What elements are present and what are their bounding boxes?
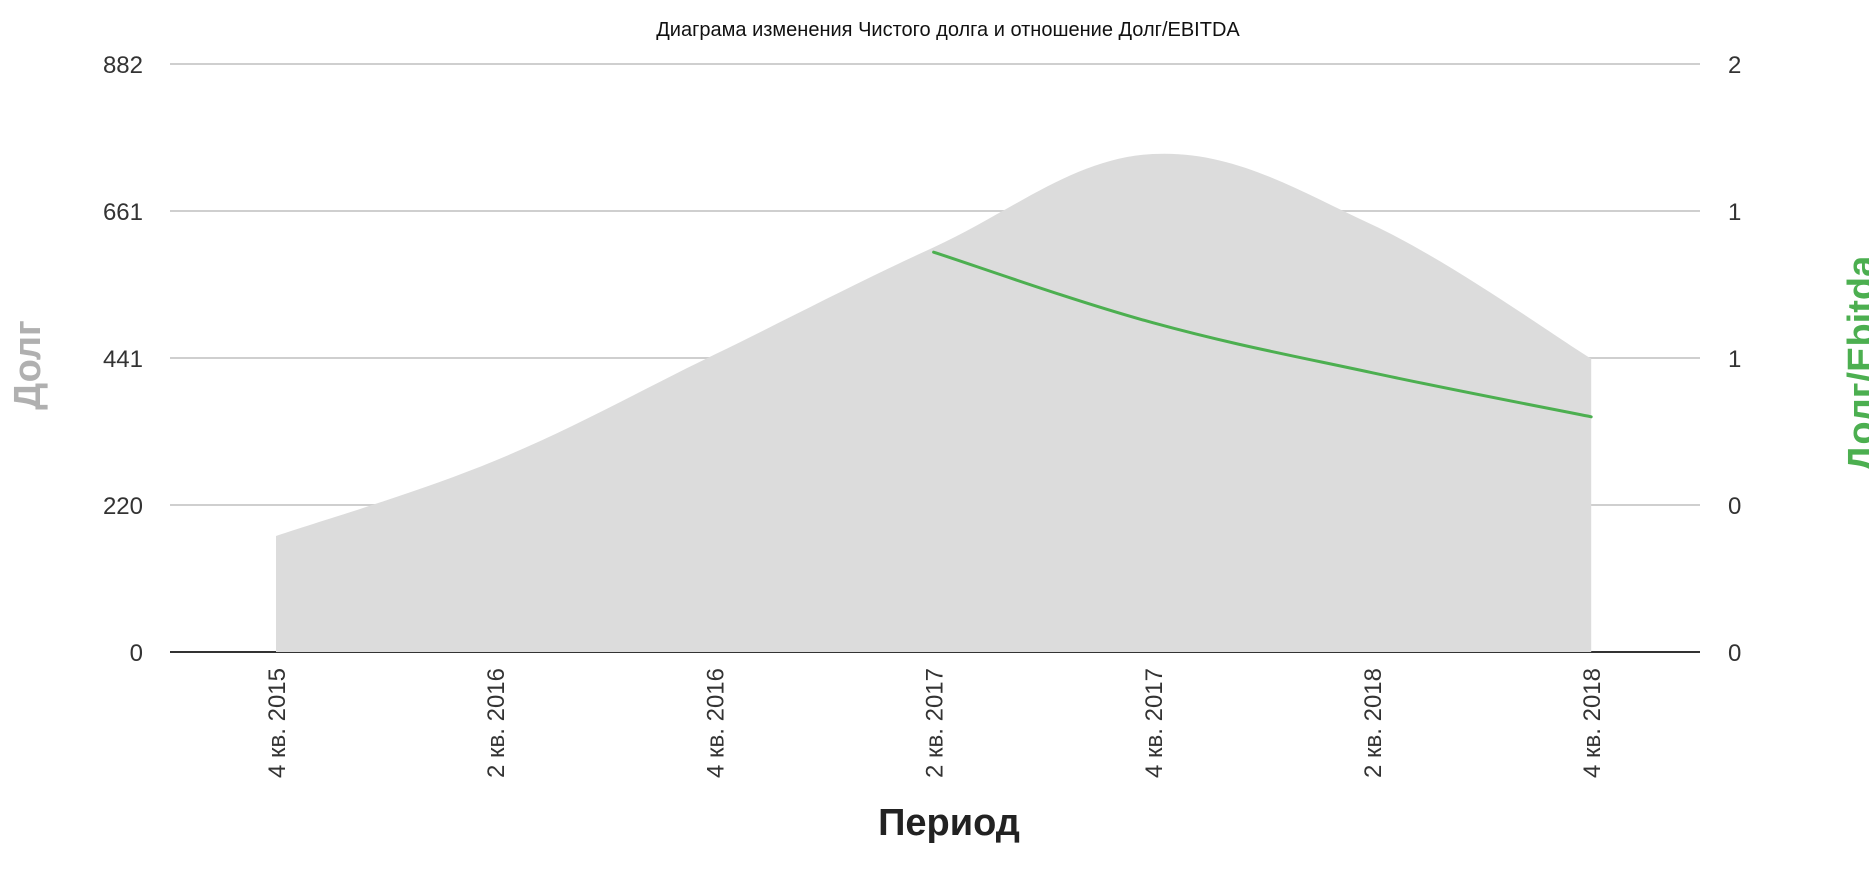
debt-ebitda-line xyxy=(932,250,1593,419)
right-axis-label: Долг/Ebitda xyxy=(1841,255,1869,472)
left-axis-tick-label: 661 xyxy=(103,199,143,226)
x-axis-tick-label: 2 кв. 2016 xyxy=(483,668,510,778)
x-axis-tick-label: 4 кв. 2015 xyxy=(264,668,291,778)
left-axis-label: Долг xyxy=(7,320,49,410)
x-axis-ticks: 4 кв. 2015 2 кв. 2016 4 кв. 2016 2 кв. 2017… xyxy=(264,668,1606,778)
right-axis-tick-label: 1 xyxy=(1728,346,1741,373)
x-axis-tick-label: 2 кв. 2018 xyxy=(1360,668,1387,778)
x-axis-tick-label: 4 кв. 2018 xyxy=(1579,668,1606,778)
left-axis-tick-label: 441 xyxy=(103,346,143,373)
right-axis-ticks: 0 0 1 1 2 xyxy=(1728,52,1741,667)
chart-title: Диаграма изменения Чистого долга и отнош… xyxy=(656,19,1240,41)
x-axis-label: Период xyxy=(878,802,1020,844)
left-axis-tick-label: 220 xyxy=(103,493,143,520)
right-axis-tick-label: 1 xyxy=(1728,199,1741,226)
debt-ebitda-line-layer xyxy=(932,250,1593,419)
debt-area xyxy=(276,153,1592,652)
left-axis-tick-label: 882 xyxy=(103,52,143,79)
left-axis-tick-label: 0 xyxy=(130,640,143,667)
x-axis-tick-label: 4 кв. 2017 xyxy=(1141,668,1168,778)
right-axis-tick-label: 0 xyxy=(1728,640,1741,667)
right-axis-tick-label: 2 xyxy=(1728,52,1741,79)
left-axis-ticks: 0 220 441 661 882 xyxy=(103,52,143,667)
x-axis-tick-label: 4 кв. 2016 xyxy=(702,668,729,778)
x-axis-tick-label: 2 кв. 2017 xyxy=(922,668,949,778)
right-axis-tick-label: 0 xyxy=(1728,493,1741,520)
debt-area-layer xyxy=(276,153,1592,652)
